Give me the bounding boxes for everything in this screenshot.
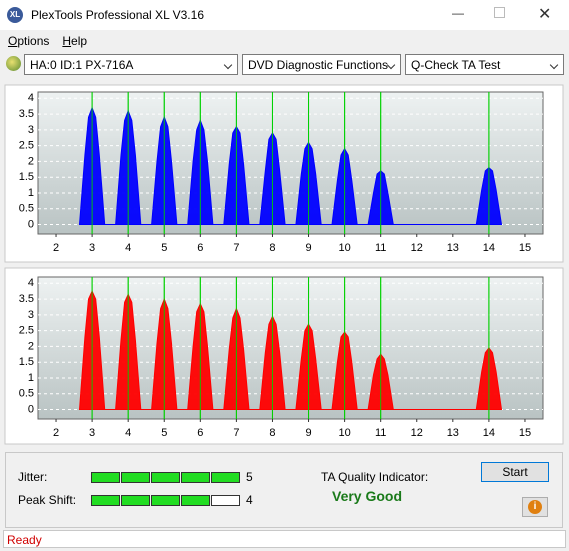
level-cell bbox=[211, 495, 240, 506]
peak-shift-label: Peak Shift: bbox=[18, 493, 77, 507]
title-bar: XL PlexTools Professional XL V3.16 — ✕ bbox=[0, 0, 569, 30]
x-tick-label: 13 bbox=[447, 242, 459, 254]
app-icon: XL bbox=[7, 7, 23, 23]
y-tick-label: 0.5 bbox=[19, 203, 34, 215]
x-tick-label: 12 bbox=[411, 427, 423, 439]
x-tick-label: 2 bbox=[53, 242, 59, 254]
x-tick-label: 6 bbox=[197, 242, 203, 254]
x-tick-label: 8 bbox=[269, 427, 275, 439]
x-tick-label: 14 bbox=[483, 242, 495, 254]
info-button[interactable]: i bbox=[522, 497, 548, 517]
x-tick-label: 4 bbox=[125, 242, 131, 254]
x-tick-label: 3 bbox=[89, 427, 95, 439]
status-bar: Ready bbox=[3, 530, 566, 548]
x-tick-label: 11 bbox=[375, 427, 386, 439]
level-cell bbox=[151, 495, 180, 506]
quality-panel bbox=[5, 452, 563, 528]
x-tick-label: 9 bbox=[305, 427, 311, 439]
menu-bar: Options Help bbox=[8, 34, 100, 48]
x-tick-label: 3 bbox=[89, 242, 95, 254]
x-tick-label: 9 bbox=[305, 242, 311, 254]
x-tick-label: 6 bbox=[197, 427, 203, 439]
level-cell bbox=[91, 472, 120, 483]
start-button[interactable]: Start bbox=[481, 462, 549, 482]
level-cell bbox=[181, 472, 210, 483]
y-tick-label: 0 bbox=[28, 403, 34, 415]
x-tick-label: 12 bbox=[411, 242, 423, 254]
level-cell bbox=[121, 472, 150, 483]
y-tick-label: 4 bbox=[28, 277, 34, 289]
x-tick-label: 5 bbox=[161, 242, 167, 254]
x-tick-label: 7 bbox=[233, 427, 239, 439]
level-cell bbox=[91, 495, 120, 506]
charts: 00.511.522.533.542 3 4 5 6 7 8 9 10 11 12 13 14 1500.… bbox=[4, 84, 564, 445]
y-tick-label: 0 bbox=[28, 218, 34, 230]
x-tick-label: 7 bbox=[233, 242, 239, 254]
function-select[interactable]: DVD Diagnostic Functions bbox=[242, 54, 401, 75]
x-tick-label: 11 bbox=[375, 242, 386, 254]
y-tick-label: 1 bbox=[28, 372, 34, 384]
ta-rating: Very Good bbox=[332, 488, 403, 504]
y-tick-label: 0.5 bbox=[19, 388, 34, 400]
minimize-button[interactable]: — bbox=[452, 6, 464, 20]
plot-area bbox=[37, 91, 544, 235]
level-cell bbox=[121, 495, 150, 506]
x-tick-label: 13 bbox=[447, 427, 459, 439]
level-cell bbox=[211, 472, 240, 483]
y-tick-label: 1.5 bbox=[19, 356, 34, 368]
x-tick-label: 15 bbox=[519, 427, 531, 439]
plot-area bbox=[37, 276, 544, 420]
y-tick-label: 2.5 bbox=[19, 325, 34, 337]
window-title: PlexTools Professional XL V3.16 bbox=[31, 8, 204, 22]
drive-icon bbox=[6, 56, 21, 71]
x-tick-label: 5 bbox=[161, 427, 167, 439]
y-tick-label: 1 bbox=[28, 187, 34, 199]
status-text: Ready bbox=[7, 533, 42, 547]
x-tick-label: 4 bbox=[125, 427, 131, 439]
level-cell bbox=[181, 495, 210, 506]
drive-select[interactable]: HA:0 ID:1 PX-716A bbox=[24, 54, 238, 75]
peak-shift-value: 4 bbox=[246, 493, 253, 507]
y-tick-label: 3 bbox=[28, 124, 34, 136]
level-cell bbox=[151, 472, 180, 483]
y-tick-label: 4 bbox=[28, 92, 34, 104]
menu-item[interactable]: Help bbox=[62, 34, 88, 48]
x-tick-label: 15 bbox=[519, 242, 531, 254]
x-tick-label: 14 bbox=[483, 427, 495, 439]
y-tick-label: 2.5 bbox=[19, 140, 34, 152]
x-tick-label: 8 bbox=[269, 242, 275, 254]
y-tick-label: 3.5 bbox=[19, 293, 34, 305]
close-button[interactable]: ✕ bbox=[538, 6, 552, 23]
ta-indicator-label: TA Quality Indicator: bbox=[321, 470, 429, 484]
x-tick-label: 10 bbox=[338, 242, 350, 254]
jitter-label: Jitter: bbox=[18, 470, 48, 484]
y-tick-label: 1.5 bbox=[19, 171, 34, 183]
y-tick-label: 3.5 bbox=[19, 108, 34, 120]
menu-item[interactable]: Options bbox=[8, 34, 50, 48]
test-select[interactable]: Q-Check TA Test bbox=[405, 54, 564, 75]
x-tick-label: 2 bbox=[53, 427, 59, 439]
y-tick-label: 2 bbox=[28, 155, 34, 167]
maximize-button[interactable] bbox=[494, 7, 505, 18]
y-tick-label: 3 bbox=[28, 309, 34, 321]
jitter-value: 5 bbox=[246, 470, 253, 484]
x-tick-label: 10 bbox=[338, 427, 350, 439]
y-tick-label: 2 bbox=[28, 340, 34, 352]
